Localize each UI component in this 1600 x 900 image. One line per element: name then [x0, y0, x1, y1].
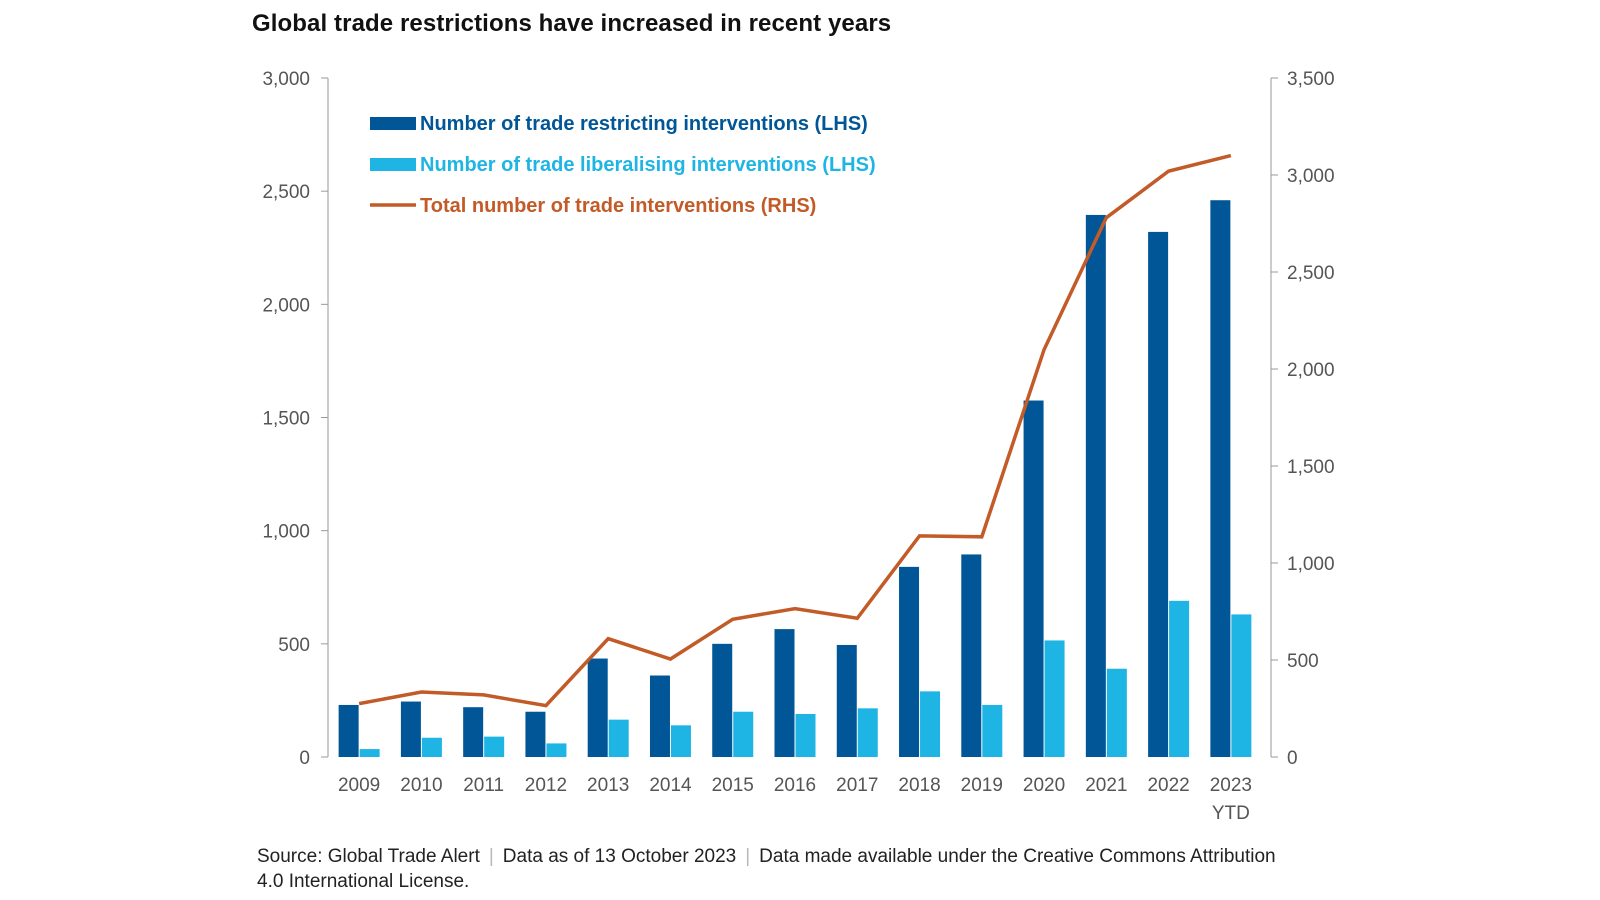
x-tick-label: 2019: [961, 775, 1003, 796]
legend-label: Total number of trade interventions (RHS…: [420, 195, 816, 217]
liberalising-bar: [608, 719, 629, 757]
left-axis-tick-label: 2,000: [262, 295, 310, 316]
restricting-bar: [338, 704, 359, 757]
restricting-bar: [899, 566, 920, 757]
right-axis-tick-label: 0: [1287, 748, 1298, 769]
restricting-bar: [649, 675, 670, 757]
restricting-bar: [1148, 231, 1169, 757]
liberalising-bar: [421, 737, 442, 757]
right-axis-tick-label: 1,000: [1287, 554, 1335, 575]
legend-entry-total: Total number of trade interventions (RHS…: [370, 195, 816, 217]
source-note: Source: Global Trade Alert | Data as of 13…: [257, 844, 1297, 894]
source-separator: |: [488, 846, 494, 867]
legend-swatch: [370, 117, 416, 130]
x-tick-label: 2013: [587, 775, 629, 796]
liberalising-bar: [546, 743, 567, 757]
restricting-bar: [836, 644, 857, 757]
license-note: Data made available under the Creative C…: [257, 846, 1276, 892]
right-axis-tick-label: 2,000: [1287, 360, 1335, 381]
right-axis-tick-label: 3,000: [1287, 166, 1335, 187]
x-tick-label: 2022: [1147, 775, 1189, 796]
left-axis-tick-label: 0: [299, 748, 310, 769]
restricting-bar: [961, 554, 982, 757]
liberalising-bar: [1169, 600, 1190, 757]
legend-entry-restricting: Number of trade restricting intervention…: [370, 113, 868, 135]
legend-label: Number of trade liberalising interventio…: [420, 154, 876, 176]
data-date-note: Data as of 13 October 2023: [502, 846, 737, 867]
legend: Number of trade restricting intervention…: [370, 113, 876, 217]
liberalising-bar: [920, 691, 941, 757]
restricting-bar: [400, 701, 421, 757]
left-axis-tick-label: 3,000: [262, 69, 310, 90]
restricting-bar: [712, 643, 733, 757]
liberalising-bar: [359, 749, 380, 757]
source-separator: |: [745, 846, 751, 867]
x-tick-label: 2015: [712, 775, 754, 796]
legend-entry-liberalising: Number of trade liberalising interventio…: [370, 154, 876, 176]
chart-title: Global trade restrictions have increased…: [252, 10, 892, 37]
liberalising-bar: [1231, 614, 1252, 757]
right-axis-tick-label: 500: [1287, 651, 1319, 672]
right-axis-tick-label: 2,500: [1287, 263, 1335, 284]
liberalising-bar: [1044, 640, 1065, 757]
x-tick-label: 2020: [1023, 775, 1065, 796]
x-tick-label: 2012: [525, 775, 567, 796]
right-axis-tick-label: 1,500: [1287, 457, 1335, 478]
restricting-bar: [1085, 214, 1106, 758]
left-axis-tick-label: 500: [278, 635, 310, 656]
liberalising-bar: [1106, 668, 1127, 757]
liberalising-bar: [733, 711, 754, 757]
restricting-bar: [1023, 400, 1044, 757]
x-tick-label: 2017: [836, 775, 878, 796]
x-tick-label: 2011: [463, 775, 504, 796]
restricting-bar: [525, 711, 546, 757]
liberalising-bar: [857, 708, 878, 757]
left-axis-tick-label: 1,500: [262, 409, 310, 430]
right-axis-tick-label: 3,500: [1287, 69, 1335, 90]
left-axis-tick-label: 2,500: [262, 182, 310, 203]
x-tick-label: 2016: [774, 775, 816, 796]
liberalising-bar: [982, 704, 1003, 757]
x-tick-label: 2018: [898, 775, 940, 796]
restricting-bar: [774, 629, 795, 757]
restricting-bar: [463, 707, 484, 757]
legend-swatch: [370, 158, 416, 171]
source-label: Source: Global Trade Alert: [257, 846, 480, 867]
legend-label: Number of trade restricting intervention…: [420, 113, 868, 135]
restricting-bar: [1210, 200, 1231, 758]
liberalising-bar: [795, 713, 816, 757]
x-tick-label: 2014: [649, 775, 692, 796]
x-tick-label: 2010: [400, 775, 442, 796]
restricting-bar: [587, 658, 608, 757]
x-tick-label: 2009: [338, 775, 380, 796]
x-tick-label: 2021: [1085, 775, 1127, 796]
total-interventions-line: [358, 153, 1232, 708]
bars: [338, 200, 1252, 758]
line-series: [358, 153, 1232, 708]
x-tick-label: 2023 YTD: [1210, 775, 1252, 824]
left-axis-tick-label: 1,000: [262, 522, 310, 543]
axes: 0 500 1,000 1,500 2,000 2,500 3,000 0 500 1,000 1,…: [262, 69, 1334, 824]
liberalising-bar: [484, 736, 505, 757]
liberalising-bar: [670, 725, 691, 757]
